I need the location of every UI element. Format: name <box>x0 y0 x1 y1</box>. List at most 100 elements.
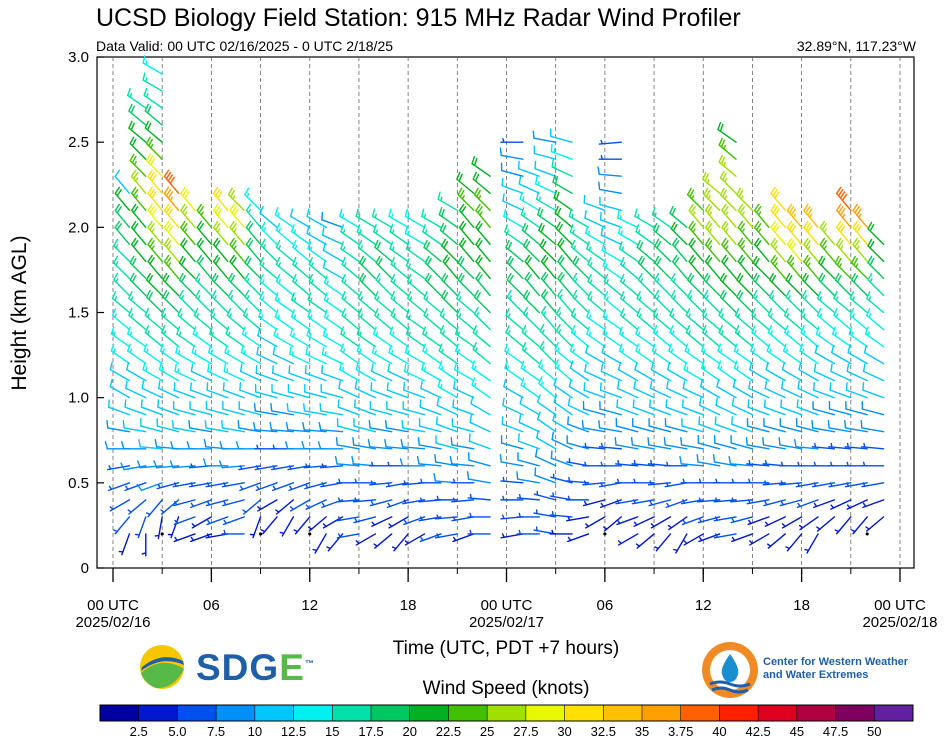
wind-barb <box>238 401 262 416</box>
colorbar-swatch <box>371 705 411 721</box>
wind-barb <box>517 452 540 467</box>
wind-barb <box>539 323 557 348</box>
wind-barb <box>388 208 409 229</box>
wind-barb <box>702 308 721 331</box>
wind-barb <box>798 516 819 531</box>
wind-barb <box>163 203 180 229</box>
wind-barb <box>375 255 393 280</box>
wind-barb <box>292 256 311 280</box>
wind-barb <box>212 220 229 246</box>
wind-barb <box>371 344 393 365</box>
wind-barb <box>244 289 262 314</box>
wind-barb <box>523 289 540 314</box>
wind-barb <box>603 291 622 314</box>
wind-barb <box>599 382 622 399</box>
y-tick-label: 3.0 <box>68 49 89 66</box>
wind-barb <box>585 225 606 246</box>
wind-barb <box>323 275 344 297</box>
wind-barb <box>566 516 590 522</box>
wind-barb <box>504 360 524 382</box>
colorbar-swatch <box>448 705 488 721</box>
x-tick-label: 00 UTC <box>87 597 139 614</box>
wind-barb <box>635 343 655 365</box>
wind-barb <box>423 239 442 263</box>
wind-barb <box>600 363 622 382</box>
wind-barb <box>523 306 540 331</box>
wind-barb <box>221 482 245 488</box>
colorbar-tick-label: 12.5 <box>281 724 306 739</box>
wind-barb <box>649 399 672 416</box>
wind-barb <box>718 325 737 348</box>
wind-barb <box>186 441 213 450</box>
wind-barb <box>147 169 163 194</box>
wind-barb <box>260 221 278 246</box>
wind-barb <box>138 439 163 450</box>
wind-barb <box>211 272 229 297</box>
colorbar-tick-label: 30 <box>557 724 571 739</box>
wind-barb <box>850 516 868 535</box>
colorbar-swatch <box>100 705 140 721</box>
wind-barb <box>831 344 852 365</box>
wind-barb <box>524 254 540 280</box>
wind-barb <box>405 326 426 348</box>
wind-barb <box>517 433 540 450</box>
wind-barb <box>128 103 147 126</box>
wind-barb <box>763 499 786 507</box>
wind-barb <box>191 344 213 365</box>
wind-barb <box>587 291 606 314</box>
wind-barb <box>468 452 491 467</box>
wind-barb <box>188 419 213 433</box>
wind-barb <box>180 237 196 263</box>
wind-barb <box>688 254 704 280</box>
wind-barb <box>753 237 770 263</box>
wind-barb <box>688 237 704 263</box>
wind-barb <box>386 382 409 399</box>
wind-barb <box>685 325 704 348</box>
wind-barb <box>113 255 131 280</box>
wind-barb <box>746 499 770 505</box>
wind-barb <box>336 533 360 539</box>
wind-barb <box>473 289 491 314</box>
wind-barb <box>521 325 540 348</box>
wind-barb <box>539 340 557 365</box>
wind-barb <box>475 271 491 297</box>
wind-barb <box>340 241 360 263</box>
colorbar-swatch <box>758 705 798 721</box>
wind-barb <box>753 203 770 229</box>
wind-barb <box>144 120 163 143</box>
wind-barb <box>334 456 360 467</box>
wind-barb <box>357 291 377 314</box>
wind-barb <box>321 211 344 229</box>
wind-barb <box>122 419 147 433</box>
wind-barb <box>686 289 704 314</box>
plot-border <box>96 56 915 569</box>
sdge-logo: SDGE™ <box>134 643 324 691</box>
wind-barb <box>308 273 327 297</box>
x-axis-label: Time (UTC, PDT +7 hours) <box>392 638 620 659</box>
wind-barb <box>244 187 262 212</box>
wind-barb <box>803 220 819 246</box>
wind-barb <box>712 454 737 467</box>
wind-barb <box>799 343 819 365</box>
wind-barb <box>302 421 327 433</box>
wind-barb <box>567 416 590 433</box>
wind-barb <box>206 382 229 399</box>
wind-barb <box>535 430 557 450</box>
wind-barb <box>819 237 836 263</box>
wind-barb <box>260 516 278 535</box>
wind-barb <box>291 292 311 314</box>
y-tick-label: 1.5 <box>68 305 89 322</box>
wind-barb <box>636 308 655 331</box>
wind-barb <box>451 497 475 503</box>
wind-barb <box>386 401 409 416</box>
wind-barb <box>781 516 803 529</box>
wind-barb <box>289 208 311 229</box>
wind-barb <box>244 255 262 280</box>
wind-barb <box>630 437 655 450</box>
wind-barb <box>816 516 836 532</box>
wind-barb <box>384 439 409 450</box>
wind-barb <box>672 237 688 263</box>
wind-barb <box>504 343 524 365</box>
wind-barb <box>770 186 786 212</box>
wind-barb <box>449 456 475 467</box>
